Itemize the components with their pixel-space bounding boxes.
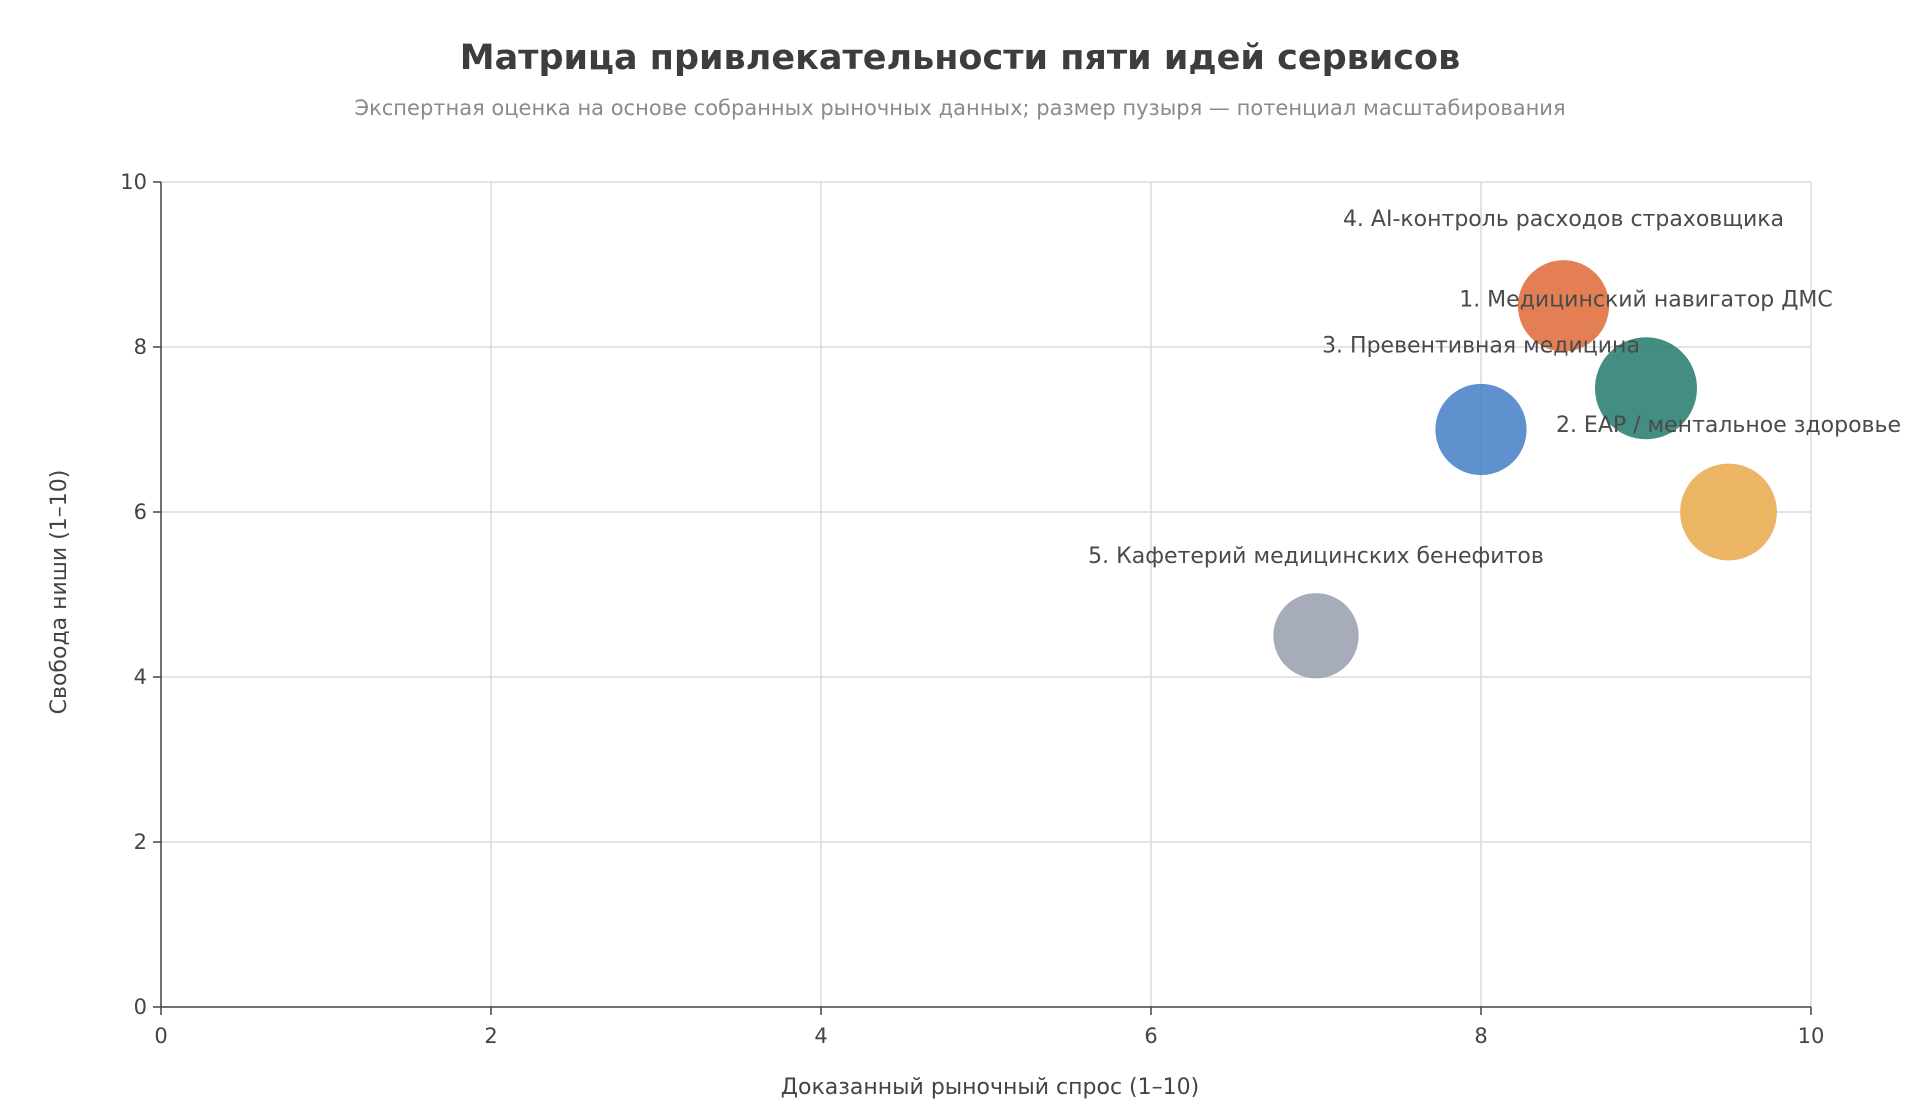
chart-subtitle: Экспертная оценка на основе собранных ры… bbox=[354, 96, 1566, 120]
bubble-2 bbox=[1680, 463, 1777, 561]
bubble-labels: 1. Медицинский навигатор ДМС 2. EAP / мен… bbox=[1088, 207, 1901, 569]
y-tick: 6 bbox=[134, 500, 161, 524]
x-axis-title: Доказанный рыночный спрос (1–10) bbox=[781, 1075, 1199, 1100]
bubble-label-2: 2. EAP / ментальное здоровье bbox=[1556, 413, 1901, 438]
axes: 0 2 4 6 8 10 0 2 4 6 8 10 bbox=[120, 170, 1824, 1048]
chart-title: Матрица привлекательности пяти идей серв… bbox=[459, 38, 1461, 78]
bubble-1 bbox=[1595, 337, 1697, 440]
y-tick: 0 bbox=[134, 995, 161, 1019]
x-tick-label: 2 bbox=[484, 1024, 497, 1048]
y-tick-label: 0 bbox=[134, 995, 147, 1019]
grid-lines bbox=[161, 181, 1812, 1007]
bubble-label-5: 5. Кафетерий медицинских бенефитов bbox=[1088, 544, 1544, 569]
y-tick-label: 2 bbox=[134, 830, 147, 854]
bubble-5 bbox=[1273, 593, 1359, 679]
y-tick-label: 4 bbox=[134, 665, 147, 689]
y-axis-title: Свобода ниши (1–10) bbox=[47, 470, 72, 715]
y-tick: 8 bbox=[134, 335, 161, 359]
y-tick-label: 6 bbox=[134, 500, 147, 524]
y-tick: 10 bbox=[120, 170, 161, 194]
bubbles bbox=[1273, 260, 1777, 679]
bubble-4 bbox=[1517, 260, 1610, 352]
y-tick: 4 bbox=[134, 665, 161, 689]
x-tick-label: 6 bbox=[1144, 1024, 1157, 1048]
x-tick: 4 bbox=[814, 1007, 828, 1048]
bubble-label-1: 1. Медицинский навигатор ДМС bbox=[1459, 287, 1833, 312]
y-tick: 2 bbox=[134, 830, 161, 854]
x-tick-label: 0 bbox=[154, 1024, 167, 1048]
bubble-label-3: 3. Превентивная медицина bbox=[1322, 334, 1640, 359]
bubble-3 bbox=[1435, 383, 1527, 476]
bubble-label-4: 4. AI-контроль расходов страховщика bbox=[1343, 207, 1784, 232]
y-tick-label: 8 bbox=[134, 335, 147, 359]
x-tick: 2 bbox=[484, 1007, 498, 1048]
x-tick: 10 bbox=[1798, 1007, 1825, 1048]
x-tick-label: 8 bbox=[1474, 1024, 1487, 1048]
x-tick: 6 bbox=[1144, 1007, 1158, 1048]
x-tick: 8 bbox=[1474, 1007, 1488, 1048]
y-tick-label: 10 bbox=[120, 170, 147, 194]
x-tick-label: 10 bbox=[1798, 1024, 1825, 1048]
x-tick-label: 4 bbox=[814, 1024, 827, 1048]
x-tick: 0 bbox=[154, 1007, 168, 1048]
